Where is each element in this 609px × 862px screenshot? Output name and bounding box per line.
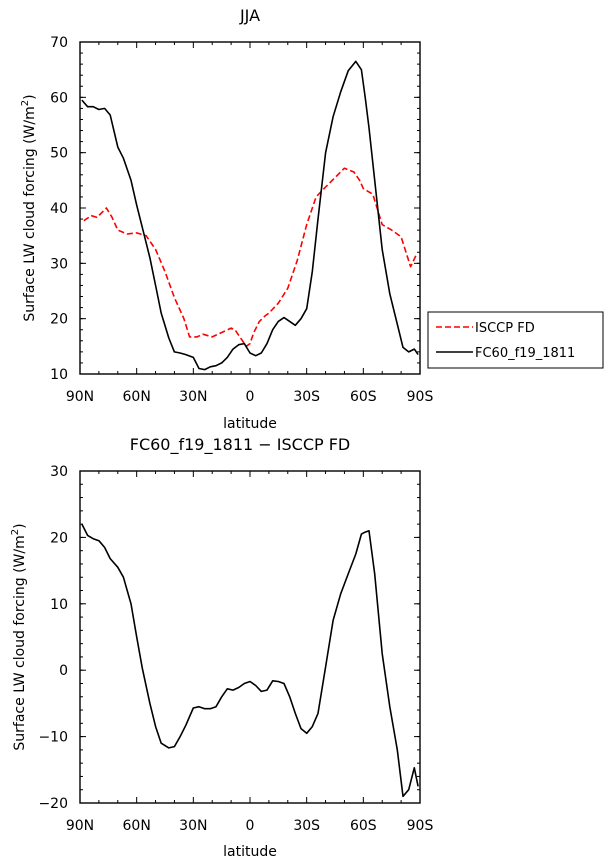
x-tick-label: 90S [407, 818, 434, 834]
series-group [81, 60, 419, 371]
x-tick-label: 0 [246, 818, 255, 834]
y-tick-label: 30 [50, 464, 68, 480]
x-axis-label: latitude [223, 844, 277, 860]
y-axis-label-end: ) [22, 94, 38, 99]
chart-title: FC60_f19_1811 − ISCCP FD [130, 435, 351, 455]
y-tick-label: 20 [50, 312, 68, 328]
x-axis-label: latitude [223, 416, 277, 432]
chart-difference: FC60_f19_1811 − ISCCP FD 90N 60N 30N 0 30S 60… [10, 435, 433, 860]
legend-box [427, 311, 604, 369]
x-tick-label: 90S [407, 389, 434, 405]
y-tick-label: 20 [50, 530, 68, 546]
series-group [81, 523, 419, 798]
y-tick-label: 0 [59, 663, 68, 679]
y-axis-label: Surface LW cloud forcing (W/m2) [20, 94, 38, 321]
y-axis-label-sup: 2 [10, 529, 21, 535]
legend-label-fc60: FC60_f19_1811 [475, 346, 575, 361]
x-tick-label: 30S [293, 389, 320, 405]
y-tick-label: 10 [50, 367, 68, 383]
plot-frame [79, 41, 421, 375]
chart-title: JJA [239, 6, 260, 25]
x-tick-label: 60S [350, 818, 377, 834]
y-tick-label: −10 [38, 730, 68, 746]
y-tick-label: 70 [50, 35, 68, 51]
y-tick-label: 30 [50, 256, 68, 272]
series-line-difference [81, 523, 419, 798]
y-tick-label: 60 [50, 90, 68, 106]
y-axis-label-main: Surface LW cloud forcing (W/m [22, 106, 38, 321]
x-axis: 90N 60N 30N 0 30S 60S 90S [66, 42, 434, 405]
x-axis: 90N 60N 30N 0 30S 60S 90S [66, 471, 434, 834]
y-axis: −20 −10 0 10 20 30 [38, 464, 420, 812]
x-tick-label: 60N [123, 389, 151, 405]
y-axis-label-sup: 2 [20, 100, 31, 106]
series-line-fc60-f19-1811 [81, 60, 419, 371]
y-tick-label: −20 [38, 796, 68, 812]
y-axis-label: Surface LW cloud forcing (W/m2) [10, 523, 28, 750]
x-tick-label: 90N [66, 389, 94, 405]
y-tick-label: 50 [50, 146, 68, 162]
series-line-isccp-fd [83, 167, 417, 348]
y-axis-label-main: Surface LW cloud forcing (W/m [12, 535, 28, 750]
legend: ISCCP FD FC60_f19_1811 [427, 311, 604, 369]
y-tick-label: 40 [50, 201, 68, 217]
legend-label-isccp: ISCCP FD [475, 321, 535, 336]
y-axis-label-end: ) [12, 523, 28, 528]
x-tick-label: 90N [66, 818, 94, 834]
y-tick-label: 10 [50, 597, 68, 613]
chart-jja: JJA 90N 60N 30N 0 30S 60S 90S 10 20 30 40 50 60 70 l… [20, 6, 604, 432]
x-tick-label: 30S [293, 818, 320, 834]
x-tick-label: 60S [350, 389, 377, 405]
x-tick-label: 30N [179, 389, 207, 405]
x-tick-label: 0 [246, 389, 255, 405]
plot-frame [79, 470, 421, 804]
x-tick-label: 60N [123, 818, 151, 834]
y-axis: 10 20 30 40 50 60 70 [50, 35, 420, 383]
x-tick-label: 30N [179, 818, 207, 834]
